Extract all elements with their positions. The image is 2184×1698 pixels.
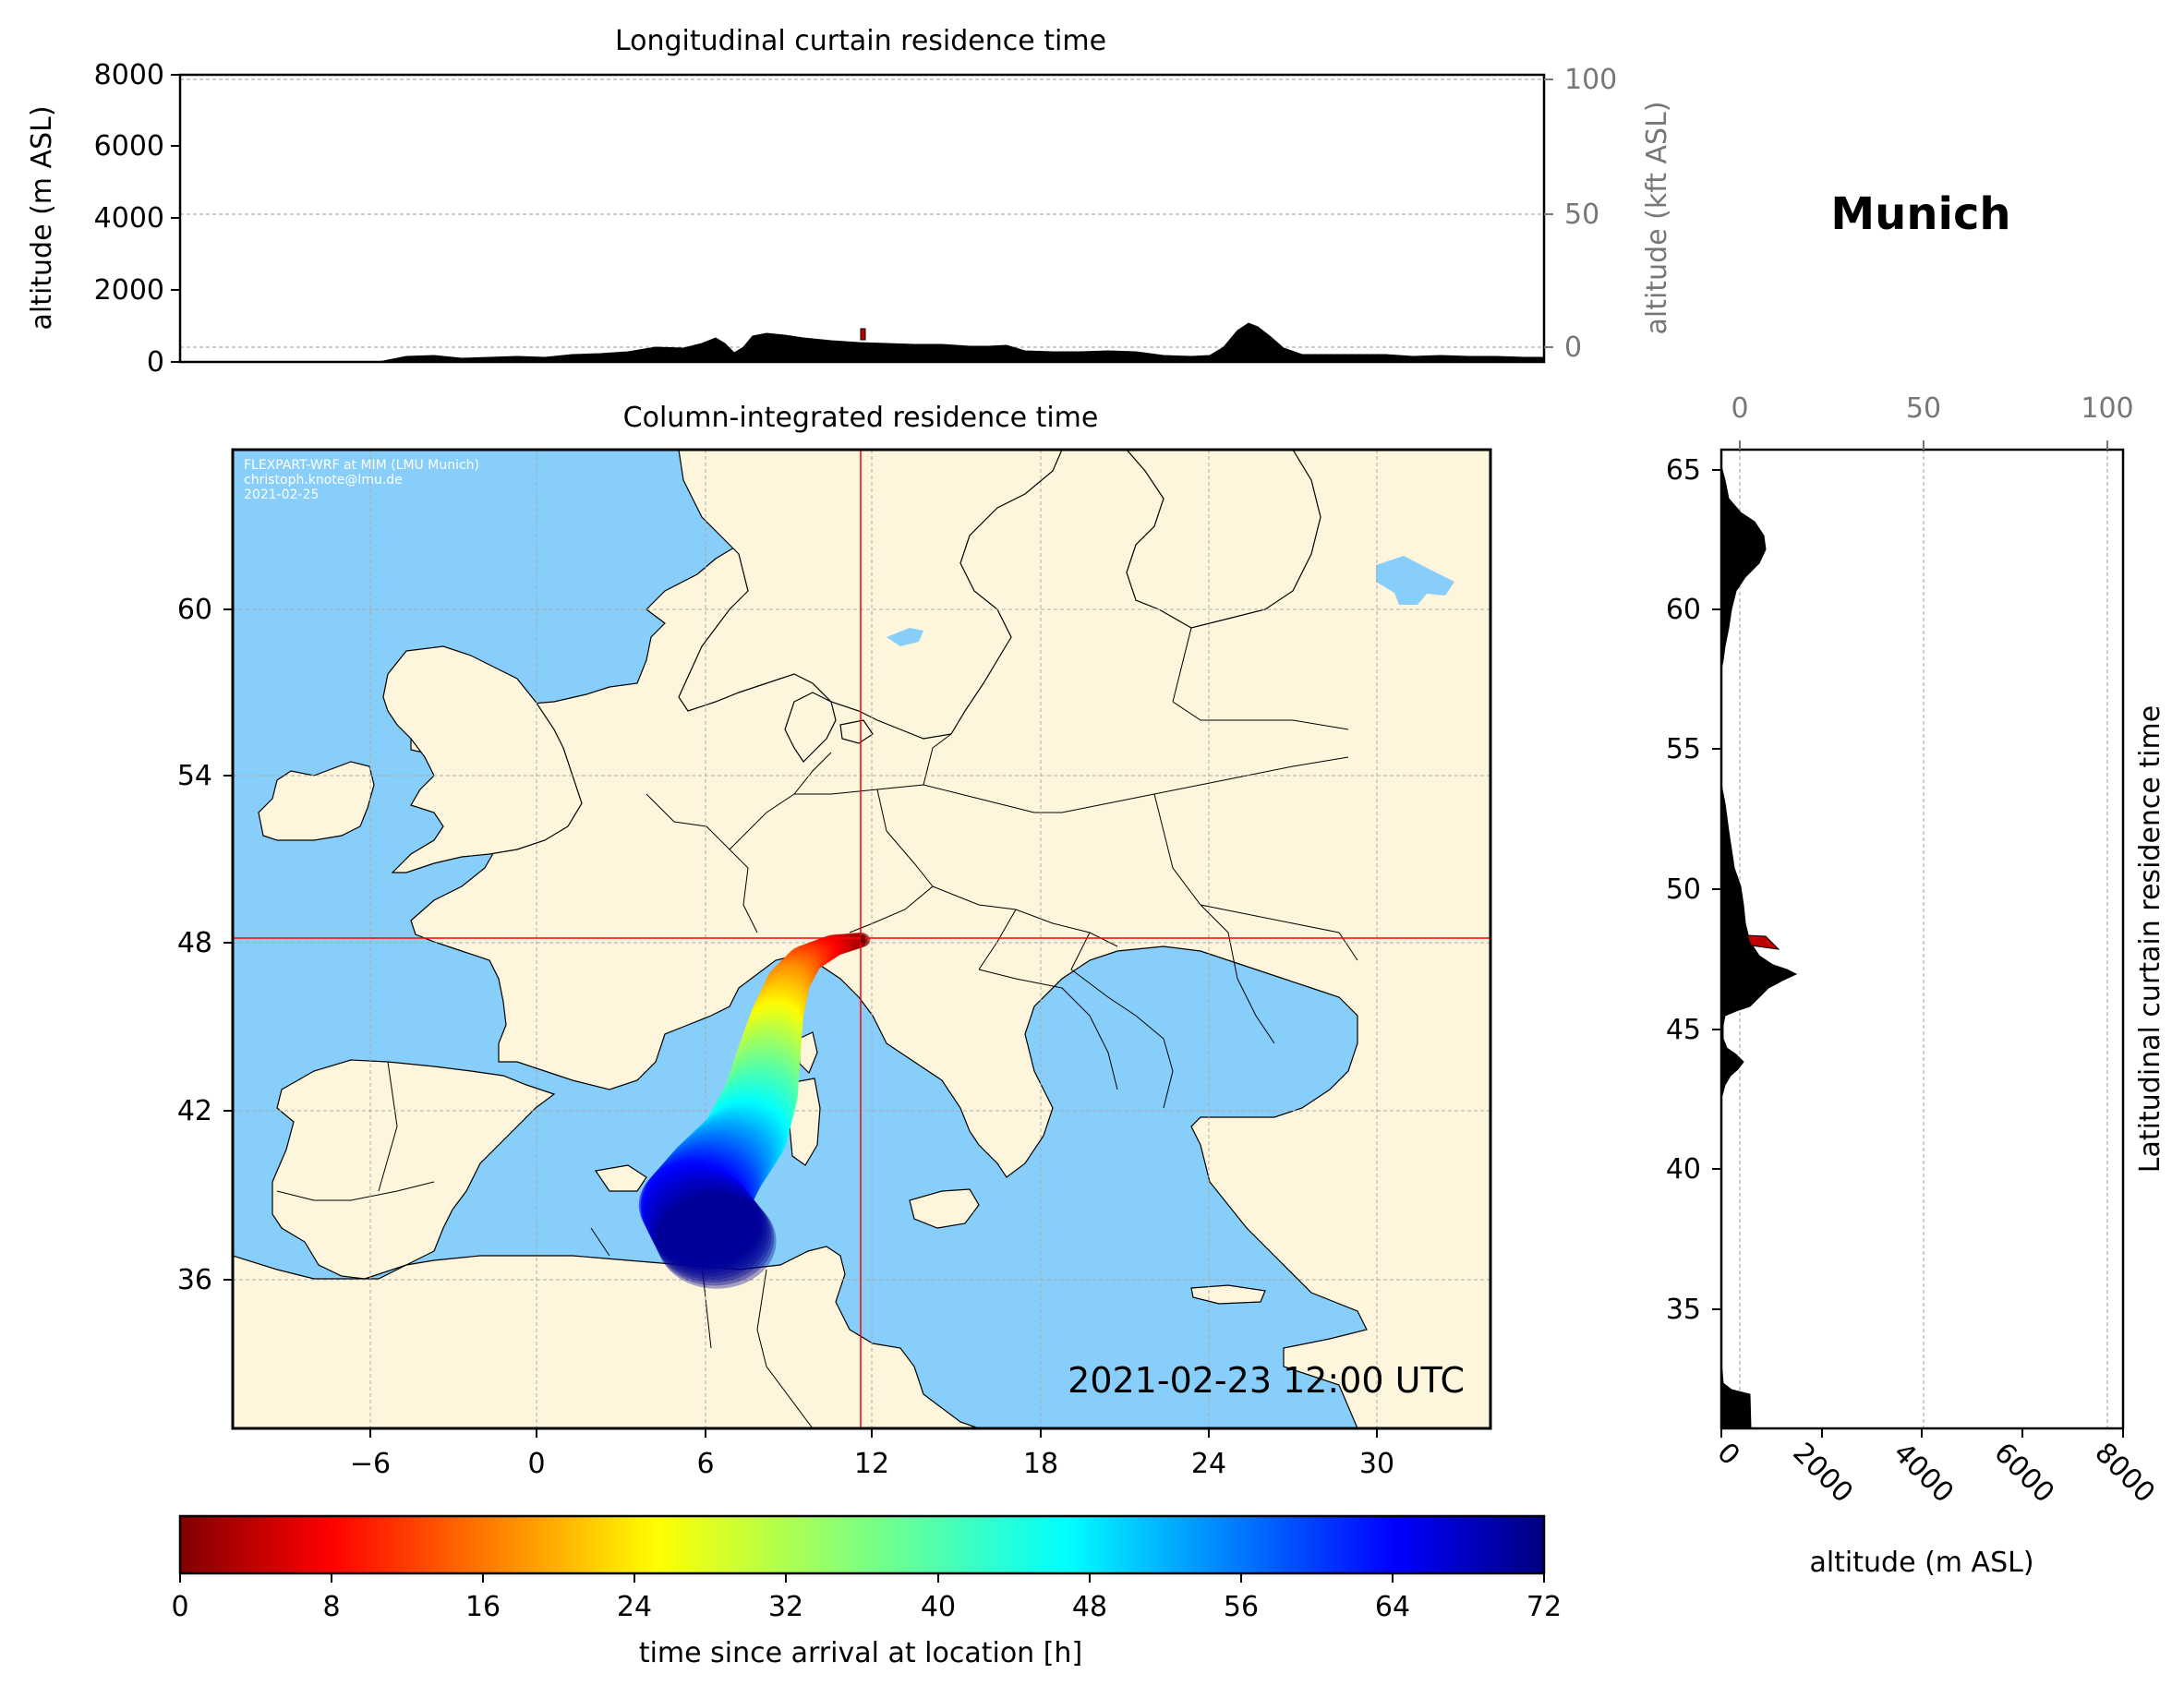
- y-tick-label: 55: [1666, 733, 1701, 765]
- colorbar-tick-label: 40: [921, 1591, 956, 1623]
- y-tick-label: 45: [1666, 1014, 1701, 1046]
- x-tick-label: 2000: [1786, 1437, 1859, 1510]
- y-tick-label: 8000: [94, 59, 164, 91]
- map-gridlines: [233, 450, 1490, 1428]
- y-tick-label: 42: [177, 1095, 212, 1127]
- plume-cell: [649, 1181, 766, 1273]
- release-point-marker: [861, 935, 865, 943]
- x-tick-label: 24: [1191, 1448, 1226, 1480]
- credit-line: 2021-02-25: [244, 488, 319, 502]
- colorbar-tick-label: 16: [465, 1591, 501, 1623]
- latitudinal-x-axis: 0 2000 4000 6000 8000: [1710, 1428, 2161, 1510]
- x-tick-label-top: 0: [1731, 392, 1748, 425]
- plume-cell: [652, 1186, 770, 1280]
- y-tick-label: 2000: [94, 274, 164, 307]
- x-tick-label: 0: [527, 1448, 545, 1480]
- plume-cell: [655, 1190, 775, 1286]
- y-tick-label-right: 0: [1564, 331, 1582, 364]
- y-tick-label: 54: [177, 760, 212, 792]
- y-tick-label: 48: [177, 927, 212, 959]
- y-tick-label: 40: [1666, 1153, 1701, 1186]
- lake: [1376, 556, 1454, 605]
- latitudinal-x-axis-top: 0 50 100: [1731, 392, 2134, 450]
- y-tick-label: 50: [1666, 873, 1701, 906]
- credit-line: FLEXPART-WRF at MIM (LMU Munich): [244, 458, 479, 473]
- latitudinal-ylabel-right: Latitudinal curtain residence time: [2134, 705, 2166, 1173]
- y-tick-label: 35: [1666, 1294, 1701, 1326]
- residence-time-plume: [638, 932, 871, 1289]
- colorbar-tick-label: 48: [1072, 1591, 1107, 1623]
- map-x-axis: −6 0 6 12 18 24 30: [350, 1428, 1394, 1480]
- colorbar-tick-label: 72: [1526, 1591, 1562, 1623]
- colorbar-tick-label: 0: [171, 1591, 188, 1623]
- y-tick-label-right: 100: [1564, 64, 1617, 96]
- x-tick-label: 8000: [2088, 1437, 2161, 1510]
- y-tick-label: 4000: [94, 202, 164, 235]
- x-tick-label: 6000: [1987, 1437, 2060, 1510]
- x-tick-label: 30: [1359, 1448, 1394, 1480]
- latitudinal-xlabel: altitude (m ASL): [1809, 1547, 2033, 1579]
- y-tick-label-right: 50: [1564, 199, 1599, 231]
- longitudinal-title: Longitudinal curtain residence time: [615, 25, 1106, 57]
- x-tick-label: 12: [854, 1448, 889, 1480]
- map-panel: Column-integrated residence time: [177, 402, 1492, 1480]
- country-borders: [276, 627, 1358, 1428]
- colorbar-tick-label: 24: [617, 1591, 652, 1623]
- colorbar-gradient: [178, 1514, 1546, 1575]
- colorbar-label: time since arrival at location [h]: [639, 1637, 1082, 1669]
- lake: [887, 628, 923, 646]
- map-y-axis: 36 42 48 54 60: [177, 594, 233, 1296]
- longitudinal-y-axis-right: 0 50 100: [1544, 64, 1617, 364]
- colorbar-tick-label: 8: [322, 1591, 340, 1623]
- x-tick-label-top: 50: [1906, 392, 1941, 425]
- longitudinal-ylabel: altitude (m ASL): [26, 105, 58, 330]
- x-tick-label: 4000: [1887, 1437, 1960, 1510]
- latitudinal-y-axis: 35 40 45 50 55 60 65: [1666, 454, 1721, 1326]
- x-tick-label: 0: [1710, 1437, 1745, 1472]
- latitudinal-release-marker: [1746, 934, 1780, 950]
- plume-cell: [648, 1178, 764, 1270]
- y-tick-label: 36: [177, 1264, 212, 1296]
- x-tick-label: −6: [350, 1448, 391, 1480]
- y-tick-label: 6000: [94, 130, 164, 163]
- colorbar-tick-label: 32: [768, 1591, 803, 1623]
- longitudinal-ylabel-right: altitude (kft ASL): [1641, 101, 1673, 334]
- location-title: Munich: [1830, 188, 2010, 240]
- land: [233, 450, 1490, 1428]
- y-tick-label: 0: [147, 346, 164, 379]
- longitudinal-release-marker: [860, 328, 866, 341]
- plume-cell: [654, 1188, 772, 1283]
- colorbar: 0 8 16 24 32 40 48 56 64 72 time since a…: [171, 1514, 1562, 1669]
- colorbar-tick-label: 64: [1375, 1591, 1410, 1623]
- y-tick-label: 60: [177, 594, 212, 626]
- y-tick-label: 65: [1666, 454, 1701, 487]
- latitudinal-terrain: [1720, 465, 1798, 1429]
- colorbar-tick-label: 56: [1224, 1591, 1259, 1623]
- credit-line: christoph.knote@lmu.de: [244, 473, 403, 488]
- plume-cell: [651, 1183, 768, 1277]
- latitudinal-panel: 35 40 45 50 55 60 65 0 50 100 0 2000 40 0: [1666, 392, 2166, 1579]
- longitudinal-terrain: [180, 322, 1545, 363]
- longitudinal-y-axis: 0 2000 4000 6000 8000: [94, 59, 180, 379]
- longitudinal-panel: Longitudinal curtain residence time 0 20…: [26, 25, 1673, 379]
- map-timestamp: 2021-02-23 12:00 UTC: [1068, 1360, 1465, 1401]
- plume-cell: [657, 1193, 777, 1289]
- map-title: Column-integrated residence time: [623, 402, 1099, 434]
- x-tick-label-top: 100: [2081, 392, 2133, 425]
- x-tick-label: 18: [1023, 1448, 1058, 1480]
- x-tick-label: 6: [696, 1448, 714, 1480]
- y-tick-label: 60: [1666, 594, 1701, 626]
